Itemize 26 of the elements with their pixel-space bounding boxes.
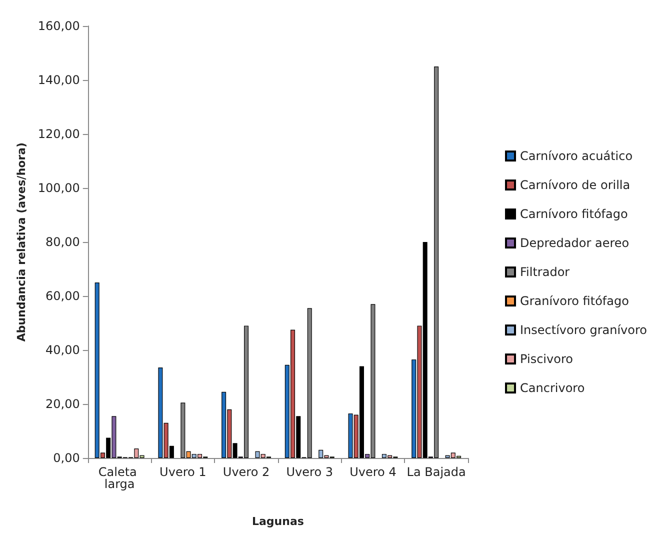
y-axis-title: Abundancia relativa (aves/hora): [15, 142, 28, 342]
legend-label: Carnívoro de orilla: [520, 178, 630, 192]
legend-label: Depredador aereo: [520, 236, 630, 250]
x-tick-label: Uvero 3: [286, 465, 333, 479]
legend-label: Carnívoro acuático: [520, 149, 633, 163]
legend-label: Insectívoro granívoro: [520, 323, 647, 337]
y-tick-label: 40,00: [46, 343, 80, 357]
legend-label: Filtrador: [520, 265, 570, 279]
y-tick-label: 0,00: [53, 451, 80, 465]
legend-label: Piscivoro: [520, 352, 573, 366]
y-tick-label: 20,00: [46, 397, 80, 411]
y-tick-label: 100,00: [38, 181, 80, 195]
y-tick-label: 120,00: [38, 127, 80, 141]
legend-label: Carnívoro fitófago: [520, 207, 628, 221]
y-tick-label: 140,00: [38, 73, 80, 87]
y-tick-label: 160,00: [38, 19, 80, 33]
legend-label: Granívoro fitófago: [520, 294, 629, 308]
y-tick-label: 80,00: [46, 235, 80, 249]
x-tick-label: Uvero 1: [160, 465, 206, 479]
x-tick-label: Caleta larga: [98, 465, 141, 491]
legend-label: Cancrivoro: [520, 381, 585, 395]
x-axis-title: Lagunas: [252, 515, 304, 528]
y-tick-label: 60,00: [46, 289, 80, 303]
x-tick-label: La Bajada: [406, 465, 466, 479]
x-tick-label: Uvero 4: [350, 465, 396, 479]
x-tick-label: Uvero 2: [222, 465, 270, 479]
